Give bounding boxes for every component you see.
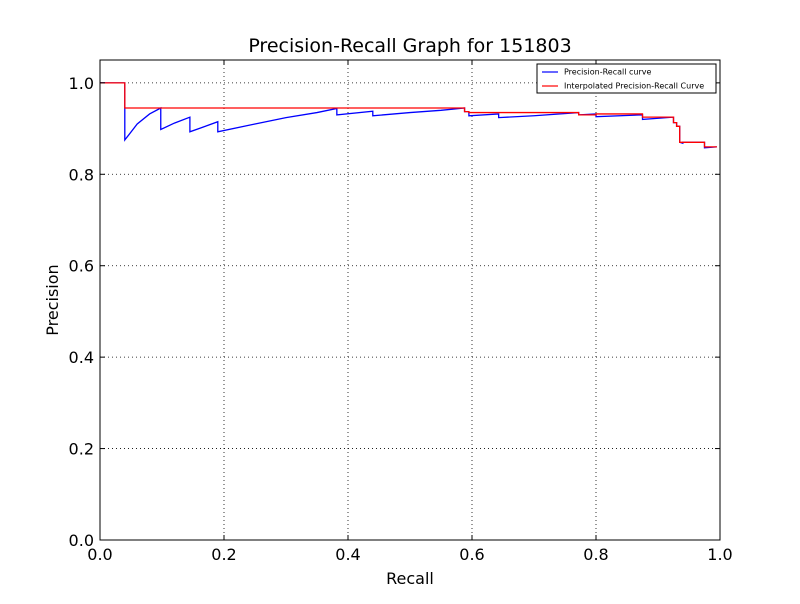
x-tick-label: 0.4 bbox=[335, 545, 360, 564]
chart-title: Precision-Recall Graph for 151803 bbox=[248, 35, 571, 57]
x-tick-label: 0.0 bbox=[87, 545, 112, 564]
x-tick-label: 1.0 bbox=[707, 545, 732, 564]
y-tick-label: 0.0 bbox=[69, 531, 94, 550]
legend-label-pr: Precision-Recall curve bbox=[564, 68, 651, 77]
series-layer bbox=[100, 82, 717, 149]
interpolated-precision-recall-curve-line bbox=[100, 82, 717, 148]
x-tick-label: 0.6 bbox=[459, 545, 484, 564]
ticks: 0.0 0.2 0.4 0.6 0.8 1.0 0.0 0.2 0.4 0.6 0.8 1.0 bbox=[69, 60, 733, 564]
x-tick-label: 0.8 bbox=[583, 545, 608, 564]
legend-label-interp: Interpolated Precision-Recall Curve bbox=[564, 82, 704, 91]
y-axis-label: Precision bbox=[43, 264, 62, 335]
y-tick-label: 0.4 bbox=[69, 348, 94, 367]
y-tick-label: 0.6 bbox=[69, 257, 94, 276]
y-tick-label: 0.8 bbox=[69, 165, 94, 184]
legend-box bbox=[536, 63, 717, 94]
y-tick-label: 1.0 bbox=[69, 74, 94, 93]
x-tick-label: 0.2 bbox=[211, 545, 236, 564]
legend: Precision-Recall curve Interpolated Prec… bbox=[536, 63, 717, 94]
plot-frame bbox=[99, 59, 721, 541]
y-tick-label: 0.2 bbox=[69, 440, 94, 459]
plot-area bbox=[100, 60, 720, 540]
x-axis-label: Recall bbox=[386, 569, 434, 588]
